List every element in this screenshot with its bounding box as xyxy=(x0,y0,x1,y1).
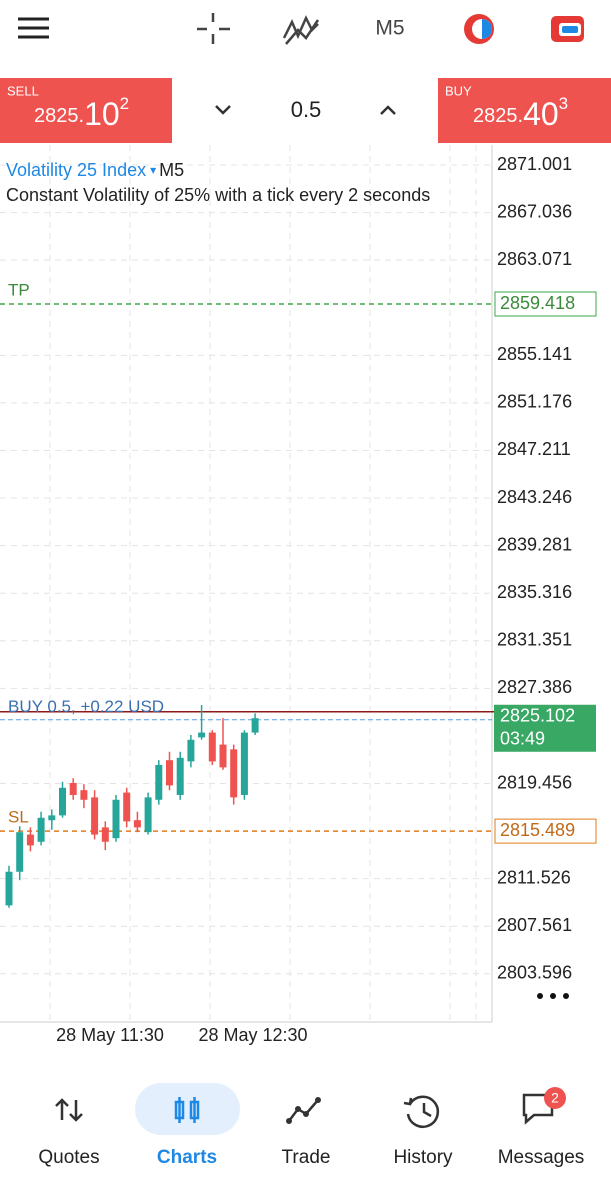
buy-price: 2825.403 xyxy=(473,94,568,132)
candle-body xyxy=(16,832,24,872)
bottom-nav: 2 Quotes Charts Trade History Messages xyxy=(38,1083,584,1168)
candle-body xyxy=(144,797,152,833)
candle-body xyxy=(133,820,141,828)
y-tick-label: 2803.596 xyxy=(497,963,572,983)
y-tick-label: 2831.351 xyxy=(497,630,572,650)
tp-price-box xyxy=(494,291,597,317)
candle-body xyxy=(166,760,173,786)
more-dots[interactable] xyxy=(537,993,569,999)
quotes-icon xyxy=(55,1098,83,1122)
tp-label: TP xyxy=(8,280,30,299)
timeframe-button[interactable]: M5 xyxy=(375,17,404,40)
y-tick-label: 2839.281 xyxy=(497,534,572,554)
nav-tab[interactable]: Quotes xyxy=(38,1147,99,1168)
history-icon xyxy=(403,1095,440,1128)
grid: 2871.001 2867.036 2863.071 2855.141 2851.176… xyxy=(0,154,572,983)
y-tick-label: 2851.176 xyxy=(497,392,572,412)
trade-icon[interactable] xyxy=(464,14,494,44)
candle-body xyxy=(69,782,77,795)
candle-body xyxy=(37,817,45,842)
y-tick-label: 2827.386 xyxy=(497,677,572,697)
candle-body xyxy=(101,827,109,842)
buy-price-big: 40 xyxy=(523,96,559,132)
sell-button[interactable] xyxy=(0,78,172,143)
sell-price-main: 2825. xyxy=(34,105,84,127)
messages-icon: 2 xyxy=(522,1087,566,1125)
candle-body xyxy=(240,732,248,795)
candle-body xyxy=(80,790,88,800)
candle-body xyxy=(112,799,120,839)
levels: TP 2859.418 SL 2815.489 BUY 0.5, +0.22 USD 28… xyxy=(0,280,597,844)
chart-header: Volatility 25 Index ▾ M5 xyxy=(6,160,184,180)
countdown: 03:49 xyxy=(500,729,545,749)
chart-frame xyxy=(49,145,477,1022)
sl-price-box xyxy=(494,818,597,844)
candle-body xyxy=(208,732,216,762)
active-tab-pill xyxy=(135,1083,240,1135)
current-price: 2825.102 xyxy=(500,706,575,726)
candle-body xyxy=(59,787,66,816)
indicators-button[interactable] xyxy=(282,15,320,45)
candle-body xyxy=(26,834,34,846)
candle-body xyxy=(198,732,206,738)
buy-price-sup: 3 xyxy=(559,94,568,113)
candle-body xyxy=(48,815,56,821)
symbol-dropdown[interactable]: ▾ xyxy=(150,163,156,177)
sell-price: 2825.102 xyxy=(34,94,129,132)
nav-tab[interactable]: Charts xyxy=(157,1147,217,1168)
buy-button[interactable] xyxy=(438,78,611,143)
chart-timeframe: M5 xyxy=(159,160,184,180)
menu-button[interactable] xyxy=(18,17,49,39)
y-tick-label: 2843.246 xyxy=(497,487,572,507)
sl-label: SL xyxy=(8,808,29,827)
candle-body xyxy=(91,797,99,835)
account-icon[interactable] xyxy=(551,16,584,42)
current-price-box xyxy=(494,704,596,752)
sell-price-big: 10 xyxy=(84,96,120,132)
trade-nav-icon xyxy=(286,1097,321,1124)
nav-tab[interactable]: Trade xyxy=(282,1147,331,1168)
x-label: 28 May 12:30 xyxy=(198,1025,307,1045)
volume[interactable]: 0.5 xyxy=(291,97,322,122)
nav-tab[interactable]: Messages xyxy=(498,1147,585,1168)
y-tick-label: 2819.456 xyxy=(497,772,572,792)
charts-icon xyxy=(174,1097,200,1123)
quote-bar: SELL 2825.102 0.5 BUY 2825.403 xyxy=(0,78,611,143)
y-tick-label: 2835.316 xyxy=(497,582,572,602)
sl-price: 2815.489 xyxy=(500,820,575,840)
y-tick-label: 2811.526 xyxy=(497,867,571,887)
symbol[interactable]: Volatility 25 Index xyxy=(6,160,146,180)
y-tick-label: 2847.211 xyxy=(497,439,571,459)
sell-label: SELL xyxy=(7,83,39,98)
x-label: 28 May 11:30 xyxy=(56,1025,164,1045)
nav-tab[interactable]: History xyxy=(393,1147,453,1168)
buy-label: BUY xyxy=(445,83,472,98)
candle-body xyxy=(176,757,184,795)
candles xyxy=(5,704,259,908)
candle-body xyxy=(219,744,227,768)
candle-body xyxy=(187,739,195,762)
messages-badge: 2 xyxy=(551,1090,559,1106)
volume-up[interactable] xyxy=(380,105,396,115)
position-label: BUY 0.5, +0.22 USD xyxy=(8,697,164,716)
sell-price-sup: 2 xyxy=(120,94,129,113)
buy-price-main: 2825. xyxy=(473,105,523,127)
y-tick-label: 2867.036 xyxy=(497,201,572,221)
y-tick-label: 2855.141 xyxy=(497,344,572,364)
tp-price: 2859.418 xyxy=(500,293,575,313)
y-tick-label: 2863.071 xyxy=(497,249,572,269)
symbol-description: Constant Volatility of 25% with a tick e… xyxy=(6,185,430,205)
toolbar: M5 xyxy=(18,13,584,45)
crosshair-button[interactable] xyxy=(197,13,230,44)
candle-body xyxy=(123,792,131,822)
candle-body xyxy=(5,871,13,906)
y-tick-label: 2807.561 xyxy=(497,915,572,935)
candle-body xyxy=(155,764,163,800)
candle-body xyxy=(251,718,259,733)
y-tick-label: 2871.001 xyxy=(497,154,572,174)
volume-down[interactable] xyxy=(215,105,231,115)
candle-body xyxy=(230,749,238,798)
